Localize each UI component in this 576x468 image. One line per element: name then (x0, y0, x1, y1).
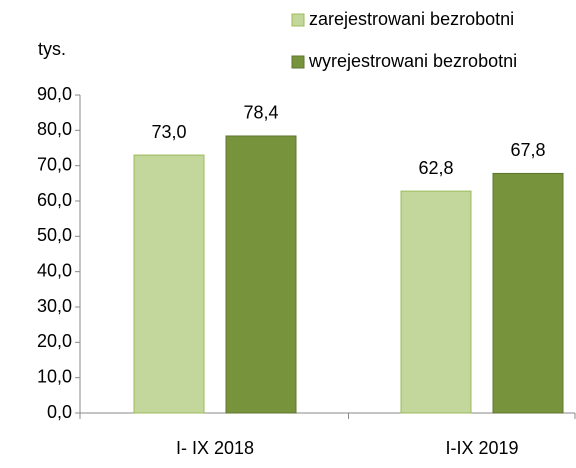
y-tick-label: 40,0 (37, 260, 72, 280)
value-label: 62,8 (418, 158, 453, 178)
legend-label: zarejestrowani bezrobotni (309, 9, 514, 29)
bar (492, 172, 564, 414)
bar (225, 135, 297, 414)
y-tick-label: 30,0 (37, 296, 72, 316)
value-label: 67,8 (510, 140, 545, 160)
y-tick-label: 10,0 (37, 366, 72, 386)
y-tick-label: 90,0 (37, 84, 72, 104)
y-tick-label: 70,0 (37, 154, 72, 174)
legend-label: wyrejestrowani bezrobotni (308, 51, 517, 71)
y-tick-label: 80,0 (37, 119, 72, 139)
y-tick-label: 0,0 (47, 402, 72, 422)
y-tick-label: 60,0 (37, 190, 72, 210)
y-tick-label: 20,0 (37, 331, 72, 351)
value-label: 73,0 (151, 122, 186, 142)
bar (400, 190, 472, 414)
legend-swatch (291, 55, 305, 69)
value-label: 78,4 (243, 103, 278, 123)
legend-swatch (291, 13, 305, 27)
bar (133, 154, 205, 414)
y-axis-label: tys. (38, 39, 66, 59)
y-tick-label: 50,0 (37, 225, 72, 245)
x-tick-label: I-IX 2019 (445, 438, 518, 458)
x-tick-label: I- IX 2018 (176, 438, 254, 458)
